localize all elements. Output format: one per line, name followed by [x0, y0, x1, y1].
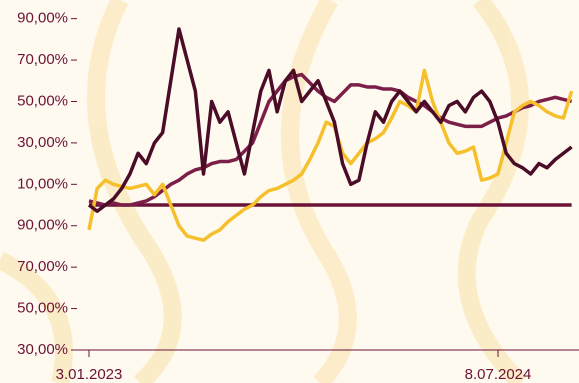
y-tick-label: 70,00%: [17, 51, 68, 68]
y-tick-label: 90,00%: [17, 10, 68, 27]
y-tick-label: 10,00%: [17, 175, 68, 192]
y-tick-label: 30,00%: [17, 341, 68, 358]
y-tick-label: 50,00%: [17, 300, 68, 317]
x-tick-label: 8.07.2024: [465, 366, 532, 383]
series-line: [88, 72, 573, 207]
y-tick-label: 50,00%: [17, 92, 68, 109]
y-tick-label: 90,00%: [17, 217, 68, 234]
background-pattern: [0, 0, 529, 383]
y-tick-label: 70,00%: [17, 258, 68, 275]
series-line: [87, 27, 573, 213]
series-line: [87, 68, 574, 242]
x-tick-label: 3.01.2023: [56, 366, 123, 383]
y-tick-label: 30,00%: [17, 134, 68, 151]
